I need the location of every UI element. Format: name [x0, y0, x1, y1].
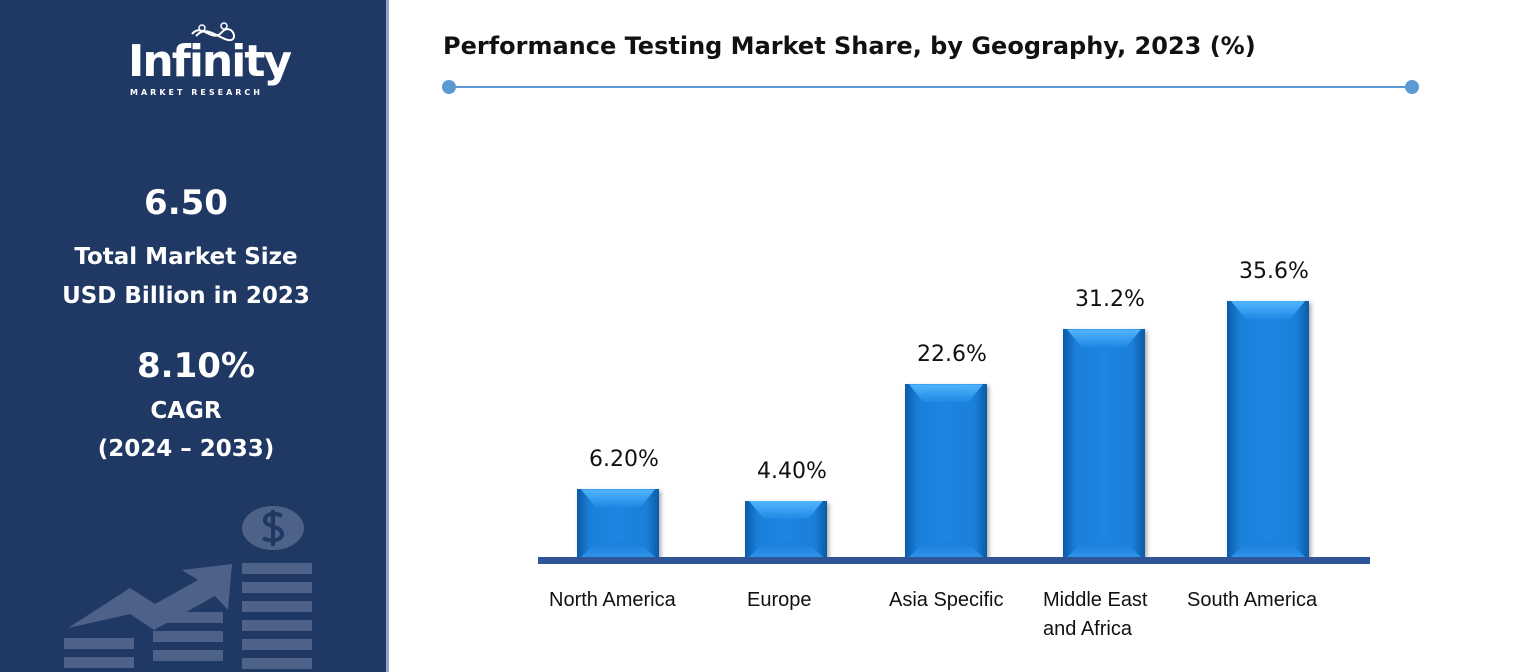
bar: [1063, 329, 1145, 557]
infinity-logo-icon: [191, 22, 235, 42]
category-label: South America: [1187, 589, 1318, 611]
bar: [745, 500, 827, 557]
data-label: 22.6%: [917, 342, 987, 368]
title-line-dot-right: [1405, 80, 1419, 94]
logo-subtitle: MARKET RESEARCH: [130, 88, 263, 97]
data-label: 6.20%: [589, 447, 659, 473]
market-size-unit: USD Billion in 2023: [62, 283, 310, 309]
category-label: Asia Specific: [889, 589, 1004, 611]
logo: Infinity MARKET RESEARCH: [128, 22, 292, 104]
category-label: North America: [549, 589, 676, 611]
category-label: Europe: [747, 589, 812, 611]
data-label: 4.40%: [757, 458, 827, 484]
cagr-label: CAGR: [150, 398, 222, 424]
bar: [577, 489, 659, 557]
data-label: 35.6%: [1239, 259, 1309, 285]
chart-title: Performance Testing Market Share, by Geo…: [443, 32, 1256, 60]
category-label: Middle East and Africa: [1043, 589, 1148, 640]
cagr-value: 8.10%: [137, 346, 255, 386]
bar: [905, 384, 987, 557]
cagr-period: (2024 – 2033): [97, 436, 275, 462]
x-axis-line: [538, 557, 1370, 564]
bar: [1227, 301, 1309, 557]
market-size-label: Total Market Size: [74, 244, 298, 270]
sidebar: Infinity MARKET RESEARCH 6.50 Total Mark…: [0, 0, 389, 672]
growth-chart-dollar-icon: [64, 506, 312, 669]
title-divider: [449, 86, 1412, 88]
market-size-value: 6.50: [144, 183, 228, 223]
logo-word: Infinity: [128, 36, 292, 87]
data-label: 31.2%: [1075, 287, 1145, 313]
